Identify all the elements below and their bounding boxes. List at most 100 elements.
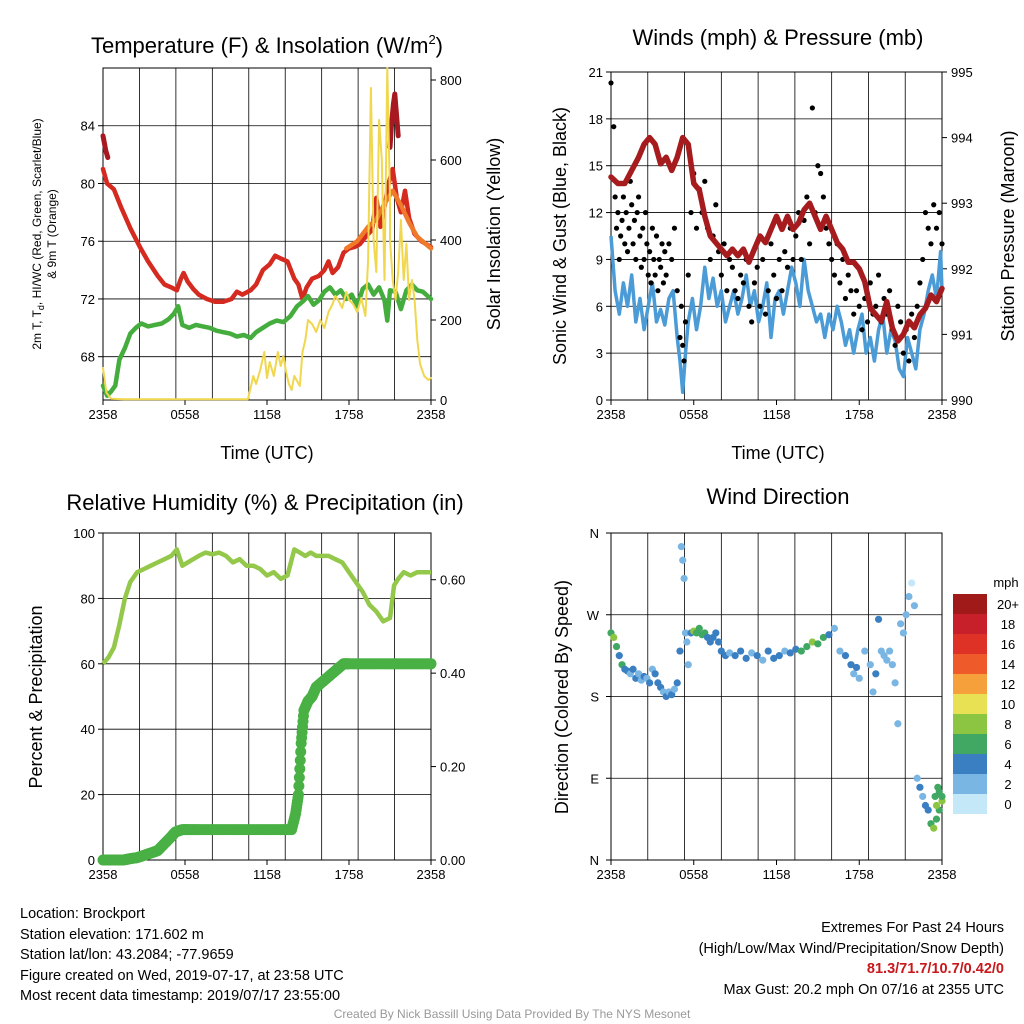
pressure-line: [608, 134, 945, 344]
direction-point: [830, 624, 839, 632]
y-axis-label: Direction (Colored By Speed): [552, 580, 572, 814]
y-right-tick-label: 990: [951, 393, 973, 408]
gust-point: [851, 311, 857, 317]
colorbar-swatch: [953, 654, 987, 674]
title-end: ): [436, 33, 443, 58]
chart-title: Temperature (F) & Insolation (W/m2): [91, 32, 443, 58]
gust-point: [762, 311, 769, 317]
direction-point: [885, 647, 894, 655]
y-left-tick-label: 6: [596, 299, 603, 314]
gust-point: [782, 249, 788, 255]
precip-point: [294, 754, 306, 766]
direction-point: [869, 688, 877, 696]
gust-point: [619, 217, 625, 223]
colorbar-swatch: [953, 634, 987, 654]
gust-point: [823, 225, 829, 231]
y-right-tick-label: 0.20: [440, 760, 465, 775]
y-left-tick-label: 0: [88, 853, 95, 868]
gust-point: [931, 202, 937, 208]
gust-point: [732, 288, 738, 294]
y-right-tick-label: 200: [440, 313, 462, 328]
gust-point: [746, 303, 752, 309]
gust-point: [939, 241, 945, 247]
direction-point: [753, 652, 761, 660]
colorbar-label: 12: [1001, 677, 1015, 692]
precip-point: [425, 658, 437, 670]
gust-point: [831, 272, 838, 278]
direction-point: [679, 556, 687, 564]
colorbar-swatch: [953, 734, 987, 754]
y-right-tick-label: 993: [951, 196, 973, 211]
gust-point: [688, 209, 694, 216]
y-left-tick-label: 76: [81, 234, 95, 249]
gust-point: [648, 280, 654, 286]
y-left-tick-label: 0: [596, 393, 603, 408]
direction-point: [894, 720, 902, 728]
direction-point: [748, 649, 756, 657]
y-left-tick-label: 20: [81, 788, 95, 803]
y-left-tick-label: 9: [596, 252, 603, 267]
gust-point: [645, 272, 651, 278]
gust-point: [738, 272, 744, 278]
humidity-line: [101, 547, 431, 666]
x-tick-label: 2358: [89, 407, 118, 422]
gust-point: [909, 311, 915, 317]
latlon-text: Station lat/lon: 43.2084; -77.9659: [20, 947, 234, 963]
gust-point: [873, 303, 879, 309]
y-right-tick-label: 0.60: [440, 573, 465, 588]
gust-point: [892, 342, 898, 348]
direction-point: [742, 654, 750, 662]
gust-point: [784, 264, 791, 270]
plot-frame: [102, 532, 432, 861]
gust-point: [856, 303, 862, 309]
gust-point: [760, 256, 766, 263]
gust-point: [928, 241, 934, 247]
gust-point: [631, 217, 638, 223]
panel-winds: 2358 0558 1158 1758 235803691215182199099199…: [550, 25, 1018, 463]
x-tick-label: 1758: [335, 407, 364, 422]
y-left-tick-label: 100: [73, 526, 95, 541]
gust-point: [637, 233, 643, 239]
label-rest: , HI/WC (Red, Green, Scarlet/Blue): [30, 118, 44, 305]
x-tick-label: 1158: [763, 407, 791, 422]
colorbar-label: 2: [1004, 777, 1011, 792]
gust-point: [771, 272, 777, 278]
gust-point: [936, 209, 942, 216]
colorbar-swatch: [953, 774, 987, 794]
direction-point: [916, 783, 924, 791]
y-right-axis-label: Solar Insolation (Yellow): [484, 138, 504, 330]
gust-point: [898, 319, 904, 325]
gust-point: [749, 319, 755, 325]
gust-point: [875, 272, 882, 278]
x-tick-label: 1758: [845, 867, 874, 882]
colorbar-label: 16: [1001, 637, 1015, 652]
direction-point: [712, 629, 720, 637]
gust-point: [815, 163, 821, 169]
elevation-text: Station elevation: 171.602 m: [20, 926, 204, 943]
gust-point: [900, 350, 906, 356]
direction-point: [852, 663, 861, 672]
y-left-tick-label: 40: [81, 722, 95, 737]
y-left-axis-label-line2: & 9m T (Orange): [45, 189, 59, 279]
colorbar-label: 14: [1001, 657, 1015, 672]
gust-point: [608, 80, 614, 86]
gust-point: [678, 303, 684, 309]
direction-point: [919, 792, 927, 801]
direction-point: [670, 685, 679, 693]
gust-point: [793, 233, 799, 239]
gust-point: [829, 256, 835, 263]
precip-point: [293, 780, 305, 792]
title-superscript: 2: [428, 32, 435, 47]
colorbar-swatch: [953, 674, 987, 694]
gust-point: [886, 288, 893, 294]
gust-point: [656, 256, 662, 263]
gust-point: [659, 241, 665, 247]
direction-point: [792, 645, 800, 653]
direction-point: [932, 815, 941, 823]
gust-point: [671, 225, 678, 231]
gust-point: [613, 225, 620, 231]
gust-point: [630, 241, 636, 247]
direction-point: [924, 806, 932, 814]
y-tick-label: N: [590, 526, 599, 541]
colorbar-label: 10: [1001, 697, 1015, 712]
